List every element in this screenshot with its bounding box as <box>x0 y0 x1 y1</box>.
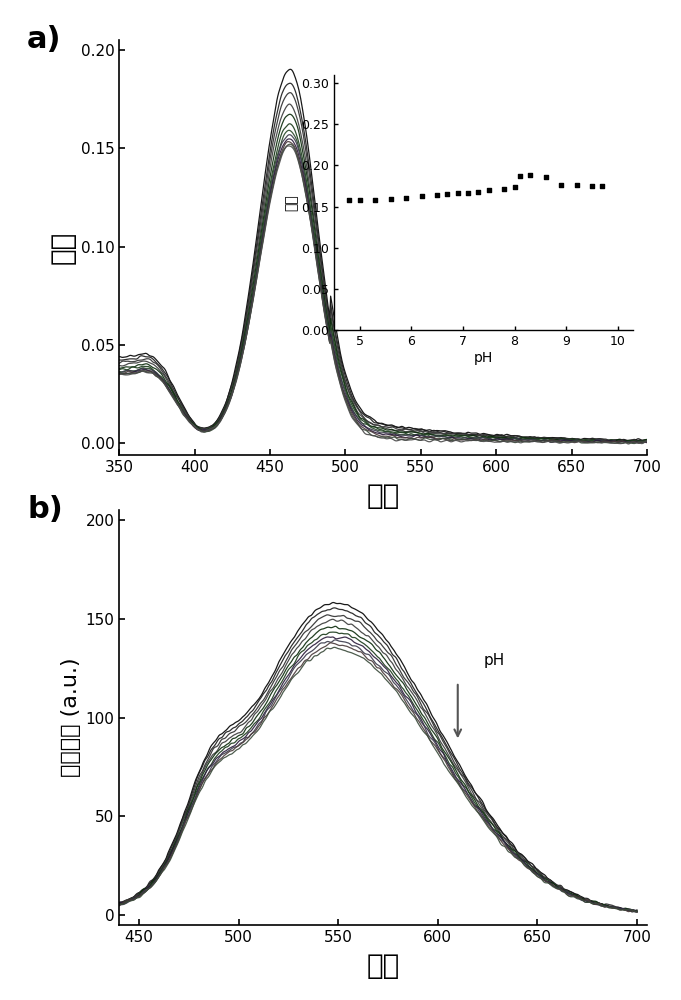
Point <box>597 178 607 194</box>
Text: b): b) <box>27 495 63 524</box>
Point <box>400 190 411 206</box>
Point <box>462 185 473 201</box>
Point <box>484 182 494 198</box>
Point <box>540 169 551 185</box>
Y-axis label: 吸收: 吸收 <box>48 231 76 264</box>
X-axis label: 波长: 波长 <box>366 482 400 510</box>
Point <box>524 167 535 183</box>
Point <box>509 179 520 195</box>
Point <box>473 184 484 200</box>
Point <box>385 191 396 207</box>
Point <box>442 186 453 202</box>
Text: a): a) <box>27 25 62 54</box>
X-axis label: 波长: 波长 <box>366 952 400 980</box>
Point <box>556 177 567 193</box>
Point <box>452 185 463 201</box>
Point <box>354 192 365 208</box>
Point <box>571 177 582 193</box>
Point <box>586 178 597 194</box>
Y-axis label: 荧光强度 (a.u.): 荧光强度 (a.u.) <box>61 658 81 777</box>
Point <box>432 187 443 203</box>
Point <box>370 192 381 208</box>
Point <box>344 192 355 208</box>
X-axis label: pH: pH <box>474 351 493 365</box>
Y-axis label: 吸收: 吸收 <box>284 194 298 211</box>
Point <box>416 188 427 204</box>
Point <box>514 168 525 184</box>
Point <box>498 181 509 197</box>
Text: pH: pH <box>484 653 505 668</box>
